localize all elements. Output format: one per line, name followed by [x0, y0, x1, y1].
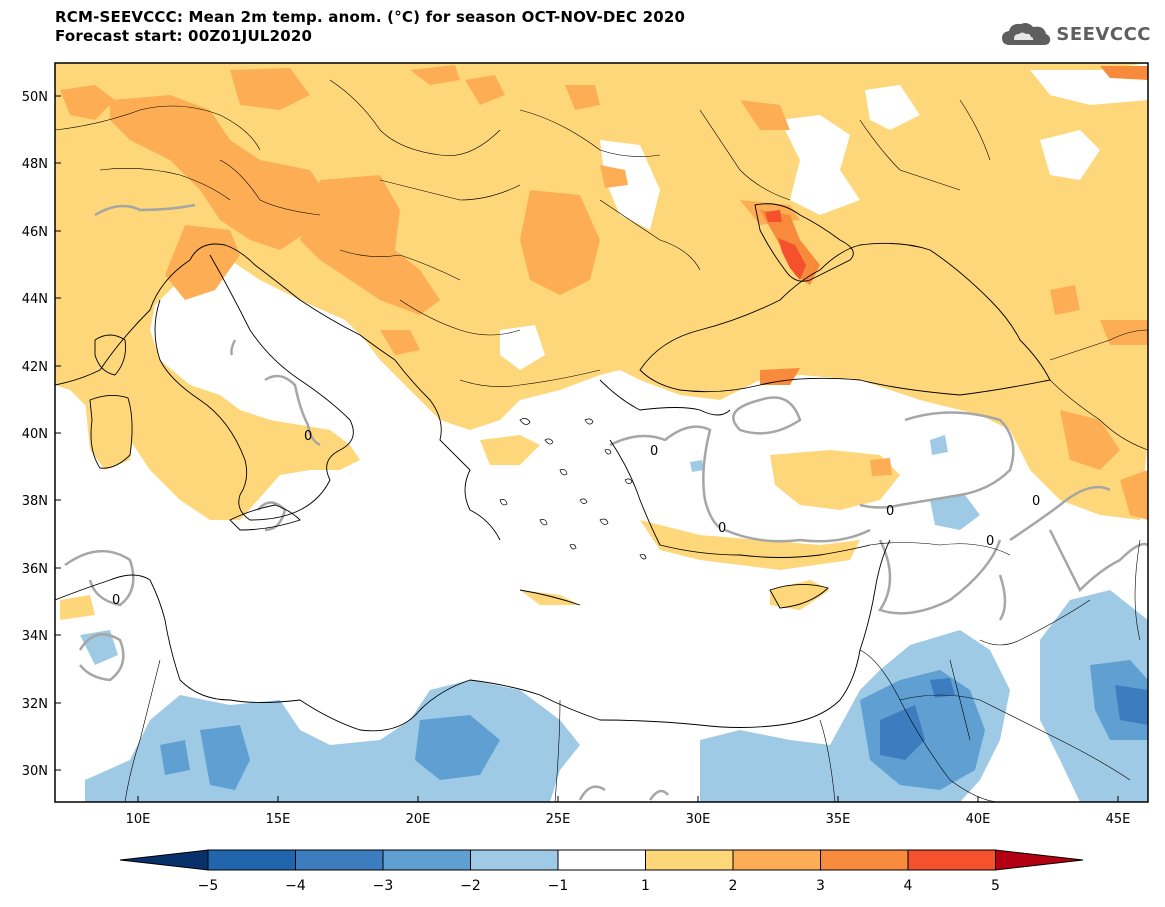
contour-label: 0 — [304, 429, 312, 444]
colorbar-segment — [645, 849, 734, 871]
lon-tick-label: 45E — [1106, 812, 1131, 827]
lat-tick-label: 34N — [22, 629, 48, 644]
lon-tick-label: 30E — [686, 812, 711, 827]
contour-labels: 0 0 0 0 0 0 0 — [112, 429, 1040, 608]
map-title: RCM-SEEVCCC: Mean 2m temp. anom. (°C) fo… — [55, 8, 685, 46]
colorbar-label: 1 — [641, 878, 650, 894]
lat-tick-label: 32N — [22, 697, 48, 712]
lon-tick-label: 25E — [546, 812, 571, 827]
colorbar-under-triangle — [119, 849, 209, 871]
title-line-2: Forecast start: 00Z01JUL2020 — [55, 27, 313, 45]
cloud-icon — [1002, 23, 1051, 45]
contour-label: 0 — [986, 534, 994, 549]
lon-tick-label: 15E — [266, 812, 291, 827]
colorbar-over-triangle — [995, 849, 1084, 871]
colorbar-segment — [820, 849, 909, 871]
contour-label: 0 — [718, 521, 726, 536]
colorbar-label: −3 — [373, 878, 394, 894]
colorbar-label: −5 — [198, 878, 219, 894]
logo-text: SEEVCCC — [1056, 23, 1151, 45]
lon-tick-label: 35E — [826, 812, 851, 827]
anomaly-fill-plus1 — [55, 63, 1148, 620]
lon-tick-label: 20E — [406, 812, 431, 827]
lon-tick-label: 40E — [966, 812, 991, 827]
title-line-1: RCM-SEEVCCC: Mean 2m temp. anom. (°C) fo… — [55, 8, 686, 26]
anomaly-fill-minus3 — [880, 678, 1148, 760]
colorbar-segment — [470, 849, 559, 871]
country-borders — [55, 79, 1148, 802]
contour-label: 0 — [650, 444, 658, 459]
lon-tick-label: 10E — [126, 812, 151, 827]
lat-tick-label: 48N — [22, 157, 48, 172]
map-plot-area: 0 0 0 0 0 0 0 — [55, 63, 1148, 802]
colorbar-segment — [295, 849, 384, 871]
lat-tick-label: 30N — [22, 764, 48, 779]
colorbar-label: −1 — [548, 878, 569, 894]
longitude-labels: 10E 15E 20E 25E 30E 35E 40E 45E — [126, 812, 1131, 827]
colorbar-label: −2 — [460, 878, 481, 894]
lat-tick-label: 36N — [22, 562, 48, 577]
lat-tick-label: 42N — [22, 360, 48, 375]
anomaly-fill-neutral-holes — [500, 63, 1148, 370]
coastlines — [55, 203, 1051, 732]
latitude-labels: 50N 48N 46N 44N 42N 40N 38N 36N 34N 32N … — [22, 90, 48, 779]
colorbar-label: 2 — [729, 878, 738, 894]
colorbar-segment — [557, 849, 646, 871]
colorbar-segment — [382, 849, 471, 871]
colorbar-segment — [907, 849, 996, 871]
anomaly-fill-plus2 — [60, 65, 1148, 520]
contour-label: 0 — [1032, 494, 1040, 509]
seevccc-logo: SEEVCCC — [1000, 21, 1151, 47]
lat-tick-label: 44N — [22, 292, 48, 307]
axis-ticks — [55, 95, 1119, 802]
zero-contours — [64, 203, 1148, 801]
colorbar-label: 3 — [816, 878, 825, 894]
colorbar-segment — [207, 849, 296, 871]
colorbar: −5 −4 −3 −2 −1 1 2 3 4 5 — [119, 849, 1084, 894]
colorbar-label: 5 — [991, 878, 1000, 894]
contour-label: 0 — [112, 593, 120, 608]
colorbar-label: 4 — [904, 878, 913, 894]
colorbar-segment — [732, 849, 821, 871]
aegean-islands — [499, 418, 647, 560]
contour-label: 0 — [886, 504, 894, 519]
lat-tick-label: 46N — [22, 225, 48, 240]
lat-tick-label: 50N — [22, 90, 48, 105]
anomaly-fill-plus4 — [765, 210, 806, 280]
colorbar-label: −4 — [285, 878, 306, 894]
lat-tick-label: 38N — [22, 494, 48, 509]
lat-tick-label: 40N — [22, 427, 48, 442]
